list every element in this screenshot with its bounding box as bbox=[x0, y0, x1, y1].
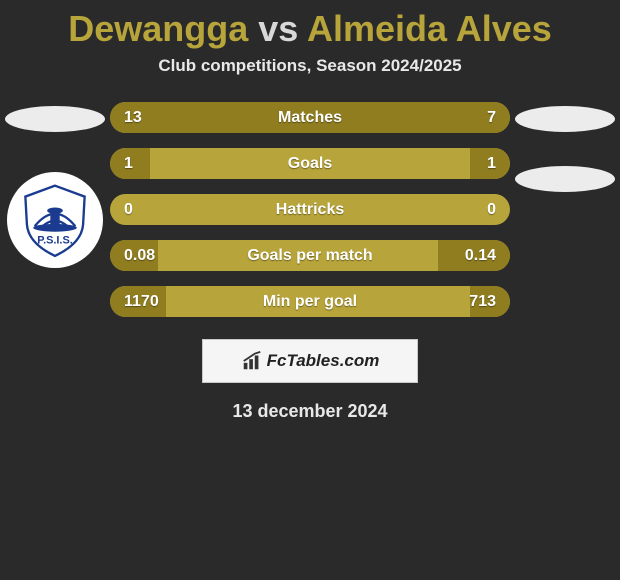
stat-bar: 13 Matches 7 bbox=[110, 102, 510, 133]
stat-label: Goals per match bbox=[247, 247, 372, 265]
date-line: 13 december 2024 bbox=[232, 401, 387, 422]
right-column bbox=[510, 102, 620, 192]
title-player2: Almeida Alves bbox=[307, 8, 552, 49]
stat-bar: 1170 Min per goal 713 bbox=[110, 286, 510, 317]
stat-value-left: 0 bbox=[124, 201, 133, 219]
stats-column: 13 Matches 7 1 Goals 1 0 Hattricks 0 0.08 Goals pe… bbox=[110, 102, 510, 317]
page-title: Dewangga vs Almeida Alves bbox=[68, 8, 552, 50]
stat-value-right: 7 bbox=[487, 109, 496, 127]
stat-label: Hattricks bbox=[276, 201, 344, 219]
brand-badge[interactable]: FcTables.com bbox=[202, 339, 418, 383]
stat-bar: 1 Goals 1 bbox=[110, 148, 510, 179]
left-column: P.S.I.S. bbox=[0, 102, 110, 268]
title-vs: vs bbox=[258, 8, 298, 49]
stat-label: Goals bbox=[288, 155, 332, 173]
stat-value-left: 0.08 bbox=[124, 247, 155, 265]
stat-value-right: 0.14 bbox=[465, 247, 496, 265]
svg-text:P.S.I.S.: P.S.I.S. bbox=[37, 234, 73, 246]
content-row: P.S.I.S. 13 Matches 7 1 Goals 1 0 Hattricks 0 0.0… bbox=[0, 102, 620, 317]
player2-photo-placeholder bbox=[515, 106, 615, 132]
stat-value-left: 1 bbox=[124, 155, 133, 173]
chart-icon bbox=[241, 350, 263, 372]
stat-value-right: 1 bbox=[487, 155, 496, 173]
subtitle: Club competitions, Season 2024/2025 bbox=[158, 56, 461, 76]
stat-bar: 0 Hattricks 0 bbox=[110, 194, 510, 225]
infographic-container: Dewangga vs Almeida Alves Club competiti… bbox=[0, 0, 620, 422]
stat-bar: 0.08 Goals per match 0.14 bbox=[110, 240, 510, 271]
stat-label: Matches bbox=[278, 109, 342, 127]
title-player1: Dewangga bbox=[68, 8, 248, 49]
stat-value-left: 13 bbox=[124, 109, 142, 127]
stat-label: Min per goal bbox=[263, 293, 357, 311]
psis-logo-icon: P.S.I.S. bbox=[16, 181, 94, 259]
stat-value-right: 713 bbox=[469, 293, 496, 311]
brand-text: FcTables.com bbox=[267, 351, 380, 371]
stat-value-left: 1170 bbox=[124, 293, 159, 311]
player2-club-logo-placeholder bbox=[515, 166, 615, 192]
stat-value-right: 0 bbox=[487, 201, 496, 219]
player1-photo-placeholder bbox=[5, 106, 105, 132]
player1-club-logo: P.S.I.S. bbox=[7, 172, 103, 268]
